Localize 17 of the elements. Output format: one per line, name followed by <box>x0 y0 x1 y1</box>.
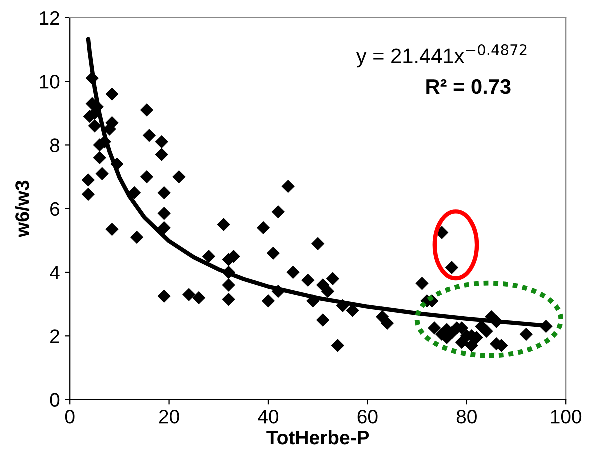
y-tick-label: 8 <box>50 138 60 152</box>
y-tick-label: 12 <box>40 11 60 25</box>
y-tick-label: 4 <box>50 266 60 280</box>
x-tick-label: 20 <box>159 410 180 424</box>
x-tick-label: 100 <box>551 410 582 424</box>
y-tick-label: 10 <box>40 75 60 89</box>
x-tick-label: 0 <box>65 410 75 424</box>
y-tick-label: 0 <box>50 393 60 408</box>
annotation: R² = 0.73 <box>426 79 511 94</box>
x-tick-label: 40 <box>258 410 279 424</box>
x-tick-label: 80 <box>456 410 477 424</box>
y-tick-label: 6 <box>50 202 60 216</box>
x-axis-title: TotHerbe-P <box>266 430 370 445</box>
x-tick-label: 60 <box>358 410 378 424</box>
y-axis-title: w6/w3 <box>15 180 30 238</box>
y-tick-label: 2 <box>50 330 60 344</box>
annotation: y = 21.441x$^{−0.4872}$ <box>356 44 527 68</box>
